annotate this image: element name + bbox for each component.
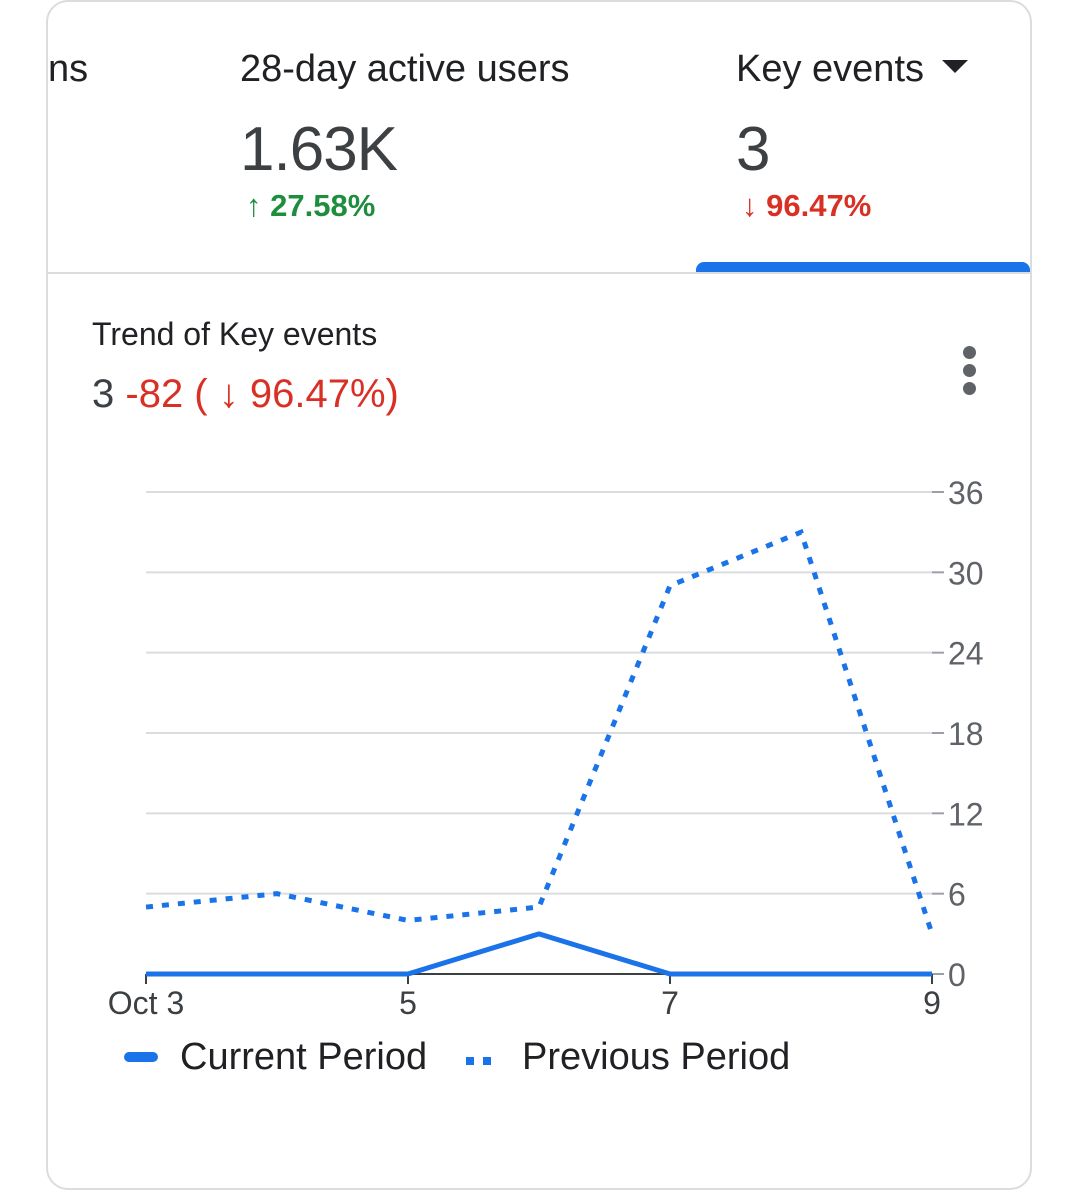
tab-label: Key events	[736, 48, 924, 90]
current-period-legend-icon	[124, 1052, 158, 1062]
point-previous-period	[405, 917, 411, 923]
point-previous-period	[536, 904, 542, 910]
point-previous-period	[274, 891, 280, 897]
y-tick-label: 30	[948, 555, 984, 591]
more-options-icon[interactable]	[954, 346, 984, 396]
y-tick-label: 0	[948, 957, 966, 993]
point-previous-period	[667, 583, 673, 589]
tab-label: 28-day active users	[240, 48, 570, 90]
y-tick-label: 12	[948, 796, 984, 832]
tab-key-events[interactable]: Key events 3 ↓ 96.47%	[736, 2, 1030, 272]
metric-tabs: ns % 28-day active users 1.63K ↑ 27.58% …	[48, 2, 1030, 274]
tab-label: ns	[48, 48, 89, 90]
point-current-period	[405, 971, 411, 977]
trend-value: 3	[92, 372, 115, 416]
tab-truncated-metric[interactable]: ns %	[48, 2, 188, 272]
x-tick-label: 7	[661, 985, 679, 1021]
tab-delta: ↑ 27.58%	[246, 188, 376, 223]
previous-period-legend-icon	[466, 1052, 500, 1070]
caret-down-icon[interactable]	[942, 60, 968, 74]
point-current-period	[929, 971, 935, 977]
trend-summary: 3 -82 ( ↓ 96.47%)	[92, 372, 399, 417]
x-tick-label: 5	[399, 985, 417, 1021]
key-events-card: ns % 28-day active users 1.63K ↑ 27.58% …	[46, 0, 1032, 1190]
y-tick-label: 6	[948, 877, 966, 913]
point-current-period	[798, 971, 804, 977]
point-previous-period	[798, 529, 804, 535]
point-current-period	[667, 971, 673, 977]
legend-previous-period[interactable]: Previous Period	[522, 1036, 791, 1078]
x-tick-label: 9	[923, 985, 941, 1021]
tab-label-row: Key events	[736, 48, 968, 91]
tab-delta: ↓ 96.47%	[742, 188, 872, 223]
trend-title: Trend of Key events	[92, 316, 378, 352]
point-previous-period	[929, 931, 935, 937]
y-tick-label: 36	[948, 475, 984, 511]
x-tick-label: Oct 3	[108, 985, 184, 1021]
tab-value: 3	[736, 115, 770, 184]
tab-value: 1.63K	[240, 115, 398, 184]
legend-current-period[interactable]: Current Period	[180, 1036, 428, 1078]
trend-change: -82 ( ↓ 96.47%)	[125, 372, 399, 416]
y-tick-label: 18	[948, 716, 984, 752]
series-line-previous-period	[145, 528, 935, 935]
point-current-period	[536, 931, 542, 937]
point-current-period	[274, 971, 280, 977]
tab-28-day-active-users[interactable]: 28-day active users 1.63K ↑ 27.58%	[240, 2, 660, 272]
series-line-current-period	[146, 931, 932, 977]
point-current-period	[143, 971, 149, 977]
selected-tab-indicator	[696, 262, 1030, 272]
y-tick-label: 24	[948, 636, 984, 672]
point-previous-period	[143, 904, 149, 910]
